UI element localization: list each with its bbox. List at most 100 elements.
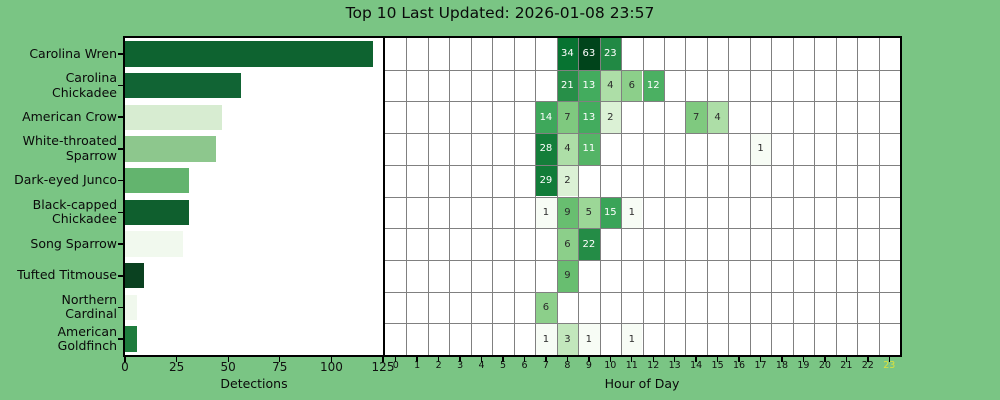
x-tick-label: 50 bbox=[220, 360, 236, 374]
heatmap-cell-black-capped-chickadee-h8: 9 bbox=[556, 196, 579, 229]
species-label-american-crow: American Crow bbox=[0, 101, 117, 133]
heatmap-cell-carolina-chickadee-h8: 21 bbox=[556, 69, 579, 102]
heatmap-cell-tufted-titmouse-h8: 9 bbox=[556, 259, 579, 292]
hour-tick bbox=[802, 357, 805, 362]
species-label-tufted-titmouse: Tufted Titmouse bbox=[0, 260, 117, 292]
species-label-dark-eyed-junco: Dark-eyed Junco bbox=[0, 165, 117, 197]
y-axis-tick bbox=[118, 84, 125, 87]
heatmap-cell-black-capped-chickadee-h9: 5 bbox=[578, 196, 600, 229]
heatmap-cell-american-crow-h14: 7 bbox=[685, 101, 707, 134]
hour-tick bbox=[609, 357, 611, 362]
species-label-northern-cardinal: Northern Cardinal bbox=[0, 291, 118, 324]
y-axis-tick bbox=[118, 53, 125, 55]
x-axis-tick bbox=[227, 357, 229, 362]
heatmap-cell-carolina-chickadee-h11: 6 bbox=[621, 69, 643, 102]
bar-dark-eyed-junco bbox=[125, 167, 189, 194]
hour-tick bbox=[888, 357, 890, 362]
hour-tick bbox=[416, 357, 418, 362]
species-label-line: Chickadee bbox=[52, 211, 117, 227]
species-label-line: Carolina bbox=[65, 70, 117, 86]
hour-tick bbox=[673, 357, 676, 362]
plot-border-right bbox=[900, 38, 902, 357]
heatmap-cell-dark-eyed-junco-h7: 29 bbox=[535, 164, 557, 197]
plot-border-top bbox=[123, 36, 902, 38]
hour-tick-label: 10 bbox=[604, 360, 617, 371]
heatmap-cell-american-crow-h9: 13 bbox=[578, 101, 600, 134]
heatmap-cell-song-sparrow-h8: 6 bbox=[556, 228, 579, 260]
hour-tick bbox=[631, 357, 633, 362]
x-axis-tick bbox=[124, 357, 126, 362]
heatmap-grid-line bbox=[385, 196, 900, 198]
y-axis-tick bbox=[118, 338, 125, 340]
species-label-line: Northern bbox=[61, 291, 118, 307]
hour-tick-label: 11 bbox=[625, 360, 638, 371]
heatmap-cell-song-sparrow-h9: 22 bbox=[578, 228, 600, 260]
heatmap-grid-line bbox=[385, 164, 900, 166]
x-tick-label: 25 bbox=[168, 360, 185, 374]
hour-tick-label: 20 bbox=[818, 360, 831, 371]
hour-tick bbox=[588, 357, 590, 362]
hour-tick-label: 5 bbox=[499, 360, 507, 371]
y-axis-tick bbox=[118, 179, 125, 182]
heatmap-cell-white-throated-sparrow-h7: 28 bbox=[535, 133, 557, 165]
hour-tick bbox=[781, 357, 783, 362]
hourly-detections-heatmap: 34 63 23 21 13 4 6 12 14 7 13 2 7 4 28 4 11 1 29 2 1 9 5 15 1 6 22… bbox=[385, 38, 900, 355]
heatmap-cell-black-capped-chickadee-h10: 15 bbox=[599, 196, 622, 229]
hour-tick-label: 14 bbox=[690, 360, 703, 371]
species-label-line: Cardinal bbox=[65, 306, 117, 322]
heatmap-cell-northern-cardinal-h7: 6 bbox=[535, 291, 557, 324]
species-label-carolina-wren: Carolina Wren bbox=[0, 38, 117, 70]
hour-tick bbox=[437, 357, 440, 362]
heatmap-cell-carolina-wren-h8: 34 bbox=[556, 38, 579, 70]
species-label-line: Dark-eyed Junco bbox=[14, 172, 117, 188]
species-label-line: Sparrow bbox=[65, 147, 117, 163]
x-axis-line bbox=[123, 355, 902, 357]
hour-tick-label: 7 bbox=[542, 360, 549, 371]
y-axis-tick bbox=[118, 274, 125, 277]
hour-tick-label-current: 23 bbox=[883, 360, 896, 371]
hour-tick bbox=[716, 357, 719, 362]
x-tick-label: 125 bbox=[371, 360, 395, 374]
hour-tick bbox=[502, 357, 504, 362]
heatmap-grid-line bbox=[385, 323, 900, 325]
heatmap-cell-american-crow-h15: 4 bbox=[706, 101, 729, 134]
species-label-line: Goldfinch bbox=[57, 338, 117, 354]
hour-tick-label: 15 bbox=[711, 360, 724, 371]
heatmap-cell-carolina-wren-h10: 23 bbox=[599, 38, 622, 70]
species-label-american-goldfinch: American Goldfinch bbox=[0, 323, 118, 355]
heatmap-cell-black-capped-chickadee-h7: 1 bbox=[535, 196, 557, 229]
hour-tick bbox=[566, 357, 569, 362]
y-axis-tick bbox=[118, 211, 125, 214]
hour-tick bbox=[545, 357, 547, 362]
hour-tick-label: 2 bbox=[435, 360, 442, 371]
heatmap-cell-carolina-chickadee-h12: 12 bbox=[642, 69, 664, 102]
bar-carolina-wren bbox=[125, 41, 373, 67]
heatmap-cell-carolina-chickadee-h9: 13 bbox=[578, 69, 600, 102]
heatmap-cell-dark-eyed-junco-h8: 2 bbox=[556, 164, 579, 197]
bar-american-goldfinch bbox=[125, 326, 138, 352]
hour-tick-label: 17 bbox=[754, 360, 767, 371]
hour-tick bbox=[845, 357, 848, 362]
species-label-line: American Crow bbox=[22, 108, 117, 124]
hour-tick-label: 3 bbox=[457, 360, 464, 371]
heatmap-grid-line bbox=[385, 133, 900, 135]
hour-tick-label: 16 bbox=[733, 360, 746, 371]
heatmap-grid-line bbox=[385, 259, 900, 261]
heatmap-cell-american-crow-h10: 2 bbox=[599, 101, 622, 134]
species-label-line: American bbox=[57, 323, 118, 339]
heatmap-cell-white-throated-sparrow-h9: 11 bbox=[578, 133, 600, 165]
heatmap-cell-carolina-wren-h9: 63 bbox=[578, 38, 600, 70]
hour-tick-label: 8 bbox=[564, 360, 571, 371]
hour-tick-label: 18 bbox=[775, 360, 789, 371]
heatmap-cell-white-throated-sparrow-h8: 4 bbox=[556, 133, 579, 165]
heatmap-cell-carolina-chickadee-h10: 4 bbox=[599, 69, 622, 102]
bar-white-throated-sparrow bbox=[125, 136, 216, 162]
hour-tick-label: 4 bbox=[478, 360, 485, 371]
plot-border-middle bbox=[383, 38, 385, 355]
y-axis-tick bbox=[118, 116, 125, 119]
detections-bar-chart bbox=[125, 38, 383, 355]
hour-tick-label: 9 bbox=[585, 360, 592, 371]
y-axis-tick bbox=[118, 243, 125, 245]
hour-tick bbox=[480, 357, 483, 362]
